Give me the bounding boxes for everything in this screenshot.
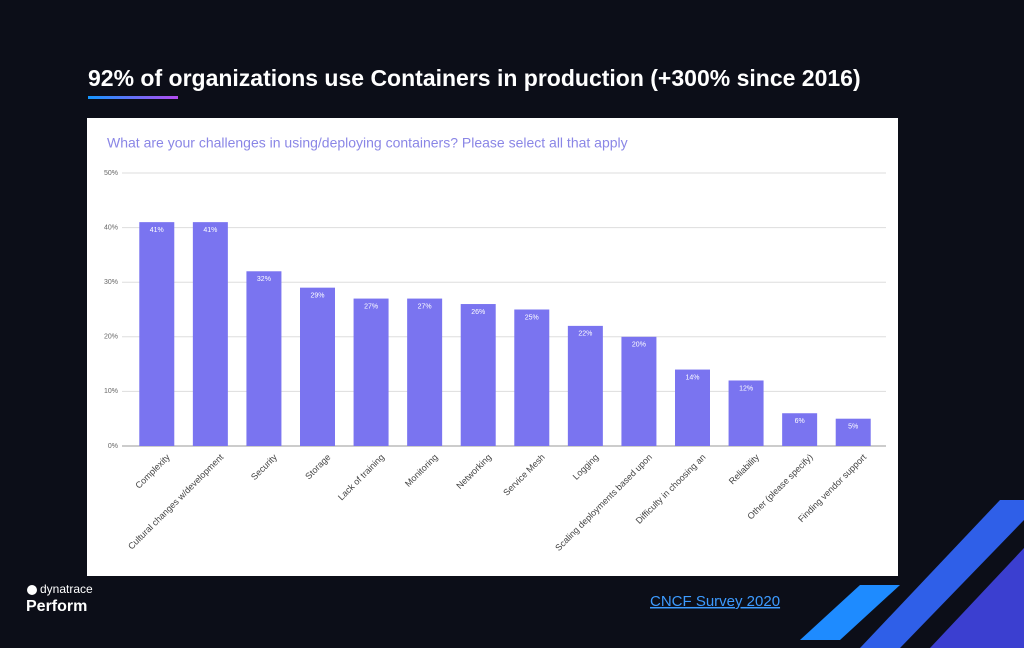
title-underline bbox=[88, 96, 178, 99]
value-label: 12% bbox=[739, 385, 753, 392]
value-label: 41% bbox=[150, 227, 164, 234]
value-label: 20% bbox=[632, 342, 646, 349]
y-tick-label: 20% bbox=[104, 334, 118, 341]
bar bbox=[728, 380, 764, 446]
y-tick-label: 0% bbox=[108, 443, 118, 450]
bar bbox=[675, 369, 710, 446]
bar bbox=[514, 309, 550, 446]
value-label: 22% bbox=[578, 331, 592, 338]
bar bbox=[139, 222, 175, 446]
value-label: 27% bbox=[418, 303, 432, 310]
bar bbox=[567, 325, 603, 446]
value-label: 5% bbox=[848, 424, 858, 431]
value-label: 29% bbox=[310, 293, 324, 300]
chart-title: What are your challenges in using/deploy… bbox=[107, 135, 628, 151]
decor-stripe bbox=[860, 500, 1024, 648]
brand: dynatrace bbox=[40, 582, 93, 596]
slide-title: 92% of organizations use Containers in p… bbox=[88, 65, 861, 91]
decor-stripe bbox=[930, 548, 1024, 648]
value-label: 41% bbox=[203, 227, 217, 234]
bar bbox=[300, 287, 335, 446]
event-name: Perform bbox=[26, 598, 87, 615]
bar bbox=[246, 271, 282, 446]
bar bbox=[621, 336, 657, 446]
value-label: 26% bbox=[471, 309, 485, 316]
y-tick-label: 10% bbox=[104, 388, 118, 395]
brand-logo bbox=[27, 585, 37, 595]
bar bbox=[407, 298, 443, 446]
y-tick-label: 30% bbox=[104, 279, 118, 286]
y-tick-label: 40% bbox=[104, 224, 118, 231]
bar bbox=[353, 298, 389, 446]
bar bbox=[835, 418, 871, 446]
bar bbox=[460, 304, 496, 446]
value-label: 32% bbox=[257, 276, 271, 283]
decor-stripe bbox=[800, 585, 900, 640]
source-link[interactable]: CNCF Survey 2020 bbox=[650, 593, 780, 610]
value-label: 14% bbox=[685, 374, 699, 381]
value-label: 27% bbox=[364, 303, 378, 310]
bar bbox=[782, 413, 818, 446]
bar bbox=[192, 222, 228, 446]
y-tick-label: 50% bbox=[104, 170, 118, 177]
value-label: 6% bbox=[795, 418, 805, 425]
value-label: 25% bbox=[525, 314, 539, 321]
